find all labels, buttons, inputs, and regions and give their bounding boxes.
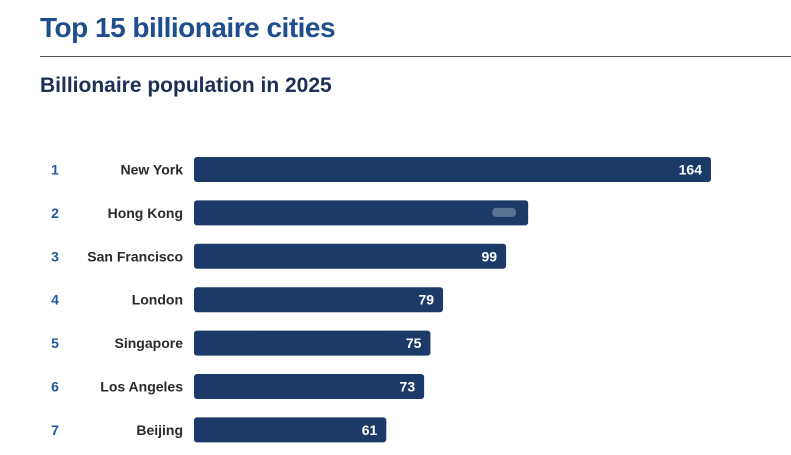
category-label: Beijing	[136, 422, 183, 438]
rank-label: 3	[51, 248, 59, 264]
bar	[194, 287, 444, 313]
rank-label: 5	[51, 335, 59, 351]
category-label: Hong Kong	[108, 205, 183, 221]
value-label: 61	[362, 422, 378, 438]
rank-label: 6	[51, 379, 59, 395]
category-label: London	[132, 292, 183, 308]
value-label: 79	[418, 292, 434, 308]
value-label: 164	[679, 162, 703, 178]
value-label: 73	[400, 379, 416, 395]
value-label: 75	[406, 335, 422, 351]
title-divider	[40, 56, 791, 57]
bar	[194, 330, 431, 356]
bar	[194, 157, 711, 182]
rank-label: 2	[51, 205, 59, 221]
category-label: Singapore	[115, 335, 184, 351]
category-label: New York	[120, 162, 183, 178]
rank-label: 7	[51, 422, 59, 438]
bar	[194, 200, 529, 226]
bar	[194, 417, 387, 443]
category-label: San Francisco	[87, 248, 183, 264]
chart-title: Top 15 billionaire cities	[40, 12, 336, 43]
rank-label: 4	[51, 292, 59, 308]
bar	[194, 243, 507, 269]
bar	[194, 374, 425, 399]
value-label-blurred	[492, 207, 517, 217]
rank-label: 1	[51, 162, 59, 178]
value-label: 99	[482, 248, 498, 264]
chart-subtitle: Billionaire population in 2025	[40, 74, 332, 97]
category-label: Los Angeles	[100, 379, 183, 395]
